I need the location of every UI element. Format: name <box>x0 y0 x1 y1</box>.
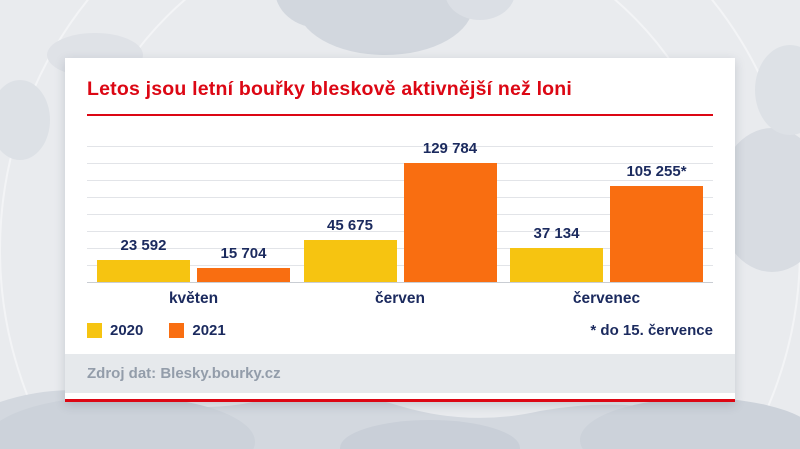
source-text: Zdroj dat: Blesky.bourky.cz <box>87 365 281 382</box>
bar-value-label: 129 784 <box>422 140 478 157</box>
chart-title: Letos jsou letní bouřky bleskově aktivně… <box>87 78 573 100</box>
legend-item-2020: 2020 <box>87 322 143 339</box>
bar-value-label: 105 255* <box>626 163 687 180</box>
bar-2021-květen <box>197 268 290 282</box>
bar-column: 37 134 <box>510 225 603 282</box>
title-divider <box>87 114 713 116</box>
bar-column: 129 784 <box>403 140 497 282</box>
bar-2021-červenec <box>610 186 703 282</box>
bar-group-červenec: 37 134 105 255* <box>510 163 703 282</box>
legend-item-2021: 2021 <box>169 322 226 339</box>
bar-column: 45 675 <box>303 217 397 282</box>
source-bar: Zdroj dat: Blesky.bourky.cz <box>65 354 735 393</box>
category-label-květen: květen <box>168 290 219 307</box>
legend-swatch <box>169 323 185 338</box>
chart-footnote: * do 15. července <box>590 322 713 339</box>
bar-2020-květen <box>97 260 190 282</box>
chart-gridlines <box>87 144 713 282</box>
bar-group-květen: 23 592 15 704 <box>97 237 290 282</box>
x-axis-labels: květen červen červenec <box>87 283 713 308</box>
chart-card: Letos jsou letní bouřky bleskově aktivně… <box>65 58 735 402</box>
bottom-red-line <box>65 399 735 402</box>
bar-groups: 23 592 15 704 45 675 129 784 37 134 105 255* <box>87 140 713 282</box>
bar-value-label: 37 134 <box>533 225 580 242</box>
bar-2020-červenec <box>510 248 603 282</box>
chart-legend: 2020 2021 <box>87 322 226 339</box>
bar-column: 105 255* <box>610 163 703 282</box>
legend-label: 2020 <box>110 322 144 339</box>
category-label-červenec: červenec <box>572 290 641 307</box>
bar-column: 23 592 <box>97 237 190 282</box>
legend-row: 2020 2021 * do 15. července <box>87 322 713 339</box>
legend-swatch <box>87 323 102 338</box>
bar-group-červen: 45 675 129 784 <box>303 140 497 282</box>
bar-value-label: 23 592 <box>120 237 167 254</box>
bar-column: 15 704 <box>197 245 290 282</box>
bar-chart: 23 592 15 704 45 675 129 784 37 134 105 255* <box>87 124 713 283</box>
bar-2020-červen <box>303 240 397 282</box>
bar-value-label: 15 704 <box>220 245 267 262</box>
legend-label: 2021 <box>192 322 226 339</box>
bar-value-label: 45 675 <box>327 217 373 234</box>
category-label-červen: červen <box>375 290 425 307</box>
bar-2021-červen <box>403 163 497 282</box>
